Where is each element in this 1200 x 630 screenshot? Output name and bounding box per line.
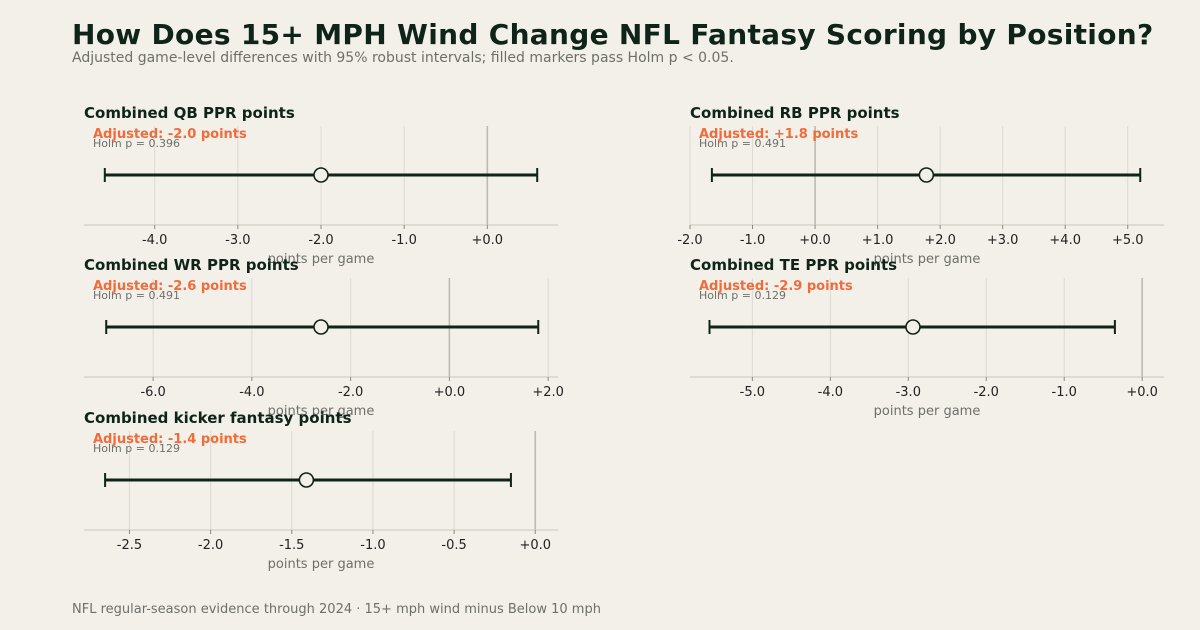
panel-5: -2.5 -2.0 -1.5 -1.0 -0.5 +0.0 points per game C… bbox=[84, 409, 558, 572]
adjusted-estimate-label: Adjusted: -1.4 points bbox=[93, 432, 247, 447]
x-tick-label: -1.0 bbox=[740, 233, 765, 248]
estimate-marker bbox=[313, 319, 329, 335]
panel-1: -4.0 -3.0 -2.0 -1.0 +0.0 points per game Combi… bbox=[84, 104, 558, 267]
x-tick-label: -1.0 bbox=[360, 538, 385, 553]
footer-note: NFL regular-season evidence through 2024… bbox=[72, 602, 601, 617]
x-tick-label: -1.5 bbox=[279, 538, 304, 553]
x-tick-label: +4.0 bbox=[1049, 233, 1081, 248]
panel-3: -6.0 -4.0 -2.0 +0.0 +2.0 points per game Combi… bbox=[84, 256, 564, 419]
x-tick-label: +0.0 bbox=[519, 538, 551, 553]
x-tick-label: -2.0 bbox=[308, 233, 333, 248]
x-tick-label: -3.0 bbox=[225, 233, 250, 248]
panel-title: Combined TE PPR points bbox=[690, 256, 897, 274]
x-tick-label: -4.0 bbox=[142, 233, 167, 248]
adjusted-estimate-label: Adjusted: -2.9 points bbox=[699, 279, 853, 294]
x-tick-label: -1.0 bbox=[391, 233, 416, 248]
panel-title: Combined WR PPR points bbox=[84, 256, 299, 274]
estimate-marker bbox=[298, 472, 315, 488]
adjusted-estimate-label: Adjusted: +1.8 points bbox=[699, 127, 858, 142]
holm-p-label: Holm p = 0.129 bbox=[699, 289, 786, 302]
x-tick-label: -1.0 bbox=[1052, 385, 1077, 400]
panel-4: -5.0 -4.0 -3.0 -2.0 -1.0 +0.0 points per game C… bbox=[690, 256, 1164, 419]
x-tick-label: +3.0 bbox=[987, 233, 1019, 248]
page-subtitle: Adjusted game-level differences with 95%… bbox=[72, 50, 734, 66]
x-tick-label: -2.0 bbox=[677, 233, 702, 248]
x-tick-label: +2.0 bbox=[532, 385, 564, 400]
panel-title: Combined RB PPR points bbox=[690, 104, 900, 122]
adjusted-estimate-label: Adjusted: -2.0 points bbox=[93, 127, 247, 142]
holm-p-label: Holm p = 0.129 bbox=[93, 442, 180, 455]
estimate-marker bbox=[918, 167, 935, 183]
holm-p-label: Holm p = 0.491 bbox=[93, 289, 180, 302]
x-tick-label: +0.0 bbox=[434, 385, 466, 400]
x-tick-label: -2.0 bbox=[338, 385, 363, 400]
x-tick-label: -2.0 bbox=[974, 385, 999, 400]
x-tick-label: -2.0 bbox=[198, 538, 223, 553]
panel-title: Combined kicker fantasy points bbox=[84, 409, 352, 427]
x-tick-label: +1.0 bbox=[862, 233, 894, 248]
x-tick-label: -6.0 bbox=[140, 385, 165, 400]
panel-title: Combined QB PPR points bbox=[84, 104, 295, 122]
x-tick-label: -5.0 bbox=[740, 385, 765, 400]
x-tick-label: +0.0 bbox=[799, 233, 831, 248]
x-axis-label: points per game bbox=[874, 252, 981, 267]
x-tick-label: +0.0 bbox=[472, 233, 504, 248]
x-tick-label: -2.5 bbox=[117, 538, 142, 553]
x-axis-label: points per game bbox=[268, 404, 375, 419]
x-tick-label: +0.0 bbox=[1126, 385, 1158, 400]
holm-p-label: Holm p = 0.491 bbox=[699, 137, 786, 150]
x-axis-label: points per game bbox=[268, 557, 375, 572]
x-tick-label: -4.0 bbox=[818, 385, 843, 400]
x-axis-label: points per game bbox=[268, 252, 375, 267]
x-axis-label: points per game bbox=[874, 404, 981, 419]
page-title: How Does 15+ MPH Wind Change NFL Fantasy… bbox=[72, 18, 1154, 51]
x-tick-label: -0.5 bbox=[441, 538, 466, 553]
x-tick-label: +2.0 bbox=[924, 233, 956, 248]
x-tick-label: -3.0 bbox=[896, 385, 921, 400]
x-tick-label: +5.0 bbox=[1112, 233, 1144, 248]
estimate-marker bbox=[905, 319, 921, 335]
panel-2: -2.0 -1.0 +0.0 +1.0 +2.0 +3.0 +4.0 +5.0 points p… bbox=[677, 104, 1164, 267]
adjusted-estimate-label: Adjusted: -2.6 points bbox=[93, 279, 247, 294]
x-tick-label: -4.0 bbox=[239, 385, 264, 400]
holm-p-label: Holm p = 0.396 bbox=[93, 137, 180, 150]
estimate-marker bbox=[313, 167, 329, 183]
